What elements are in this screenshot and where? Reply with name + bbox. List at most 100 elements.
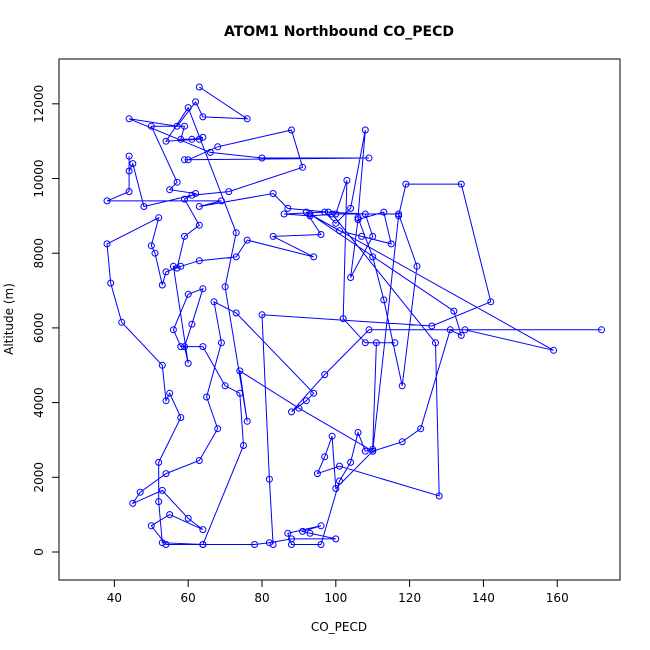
- data-point: [214, 143, 222, 151]
- data-point: [395, 210, 403, 218]
- x-tick-label: 160: [546, 591, 569, 605]
- data-point: [417, 425, 425, 433]
- data-point: [199, 343, 207, 351]
- data-point: [162, 541, 170, 548]
- y-tick-label: 8000: [32, 238, 46, 269]
- data-point: [369, 253, 377, 261]
- data-point: [199, 133, 207, 141]
- data-point: [258, 154, 266, 162]
- data-point: [181, 156, 188, 164]
- data-point: [199, 113, 207, 121]
- data-point: [169, 262, 177, 270]
- data-point: [217, 197, 225, 205]
- data-point: [125, 152, 133, 160]
- data-point: [240, 442, 247, 449]
- data-point: [354, 429, 362, 436]
- data-point: [103, 197, 111, 205]
- data-point: [310, 389, 318, 397]
- data-point: [195, 457, 203, 464]
- data-point: [332, 485, 340, 492]
- data-point: [269, 232, 277, 240]
- data-point: [188, 191, 196, 199]
- data-point: [550, 346, 558, 354]
- data-point: [177, 262, 185, 270]
- y-tick-label: 6000: [32, 313, 46, 344]
- data-point: [332, 210, 340, 218]
- x-axis-label: CO_PECD: [311, 620, 367, 634]
- data-point: [450, 307, 458, 315]
- data-point: [391, 339, 399, 347]
- data-point: [332, 219, 340, 227]
- data-point: [317, 231, 325, 238]
- data-point: [184, 359, 192, 367]
- data-point: [288, 126, 295, 134]
- data-point: [347, 204, 355, 212]
- data-point: [299, 163, 307, 171]
- data-point: [236, 389, 244, 397]
- x-tick-label: 140: [472, 591, 495, 605]
- data-point: [321, 371, 329, 379]
- data-point: [354, 214, 362, 222]
- data-point: [206, 148, 214, 156]
- data-point: [203, 393, 211, 401]
- data-point: [306, 210, 314, 218]
- data-point: [188, 135, 196, 143]
- data-point: [158, 539, 166, 547]
- data-point: [339, 315, 347, 323]
- data-point: [269, 190, 277, 197]
- data-point: [284, 529, 292, 537]
- data-point: [103, 240, 111, 248]
- data-point: [177, 414, 185, 421]
- data-point: [280, 210, 288, 218]
- data-point: [310, 253, 318, 261]
- data-point: [299, 527, 307, 535]
- data-point: [413, 262, 421, 270]
- data-point: [317, 541, 325, 548]
- data-point: [125, 115, 133, 123]
- data-point: [243, 236, 251, 244]
- data-point: [361, 447, 369, 455]
- data-point: [387, 240, 395, 248]
- data-point: [181, 343, 188, 351]
- data-point: [354, 216, 362, 224]
- data-point: [428, 322, 436, 330]
- data-point: [369, 447, 377, 455]
- data-point: [295, 404, 303, 412]
- x-tick-label: 40: [107, 591, 122, 605]
- data-point: [435, 492, 443, 500]
- x-tick-label: 120: [398, 591, 421, 605]
- data-point: [184, 104, 192, 112]
- data-point: [129, 160, 137, 168]
- data-point: [173, 264, 181, 272]
- data-point: [288, 541, 295, 548]
- y-tick-label: 0: [32, 548, 46, 556]
- data-point: [306, 529, 314, 537]
- data-point: [302, 208, 310, 216]
- data-point: [369, 232, 377, 240]
- data-point: [402, 180, 410, 188]
- data-point: [487, 298, 495, 306]
- data-point: [192, 98, 200, 106]
- data-point: [199, 526, 207, 534]
- data-point: [158, 281, 166, 289]
- data-point: [302, 397, 310, 405]
- data-point: [129, 499, 137, 507]
- data-point: [184, 156, 192, 164]
- data-point: [232, 309, 240, 317]
- data-point: [365, 154, 373, 162]
- data-point: [395, 212, 403, 220]
- data-point: [336, 477, 343, 485]
- data-point: [365, 326, 373, 334]
- data-point: [328, 210, 336, 218]
- data-point: [195, 83, 203, 91]
- data-point: [169, 326, 177, 334]
- data-point: [173, 122, 181, 130]
- x-tick-label: 80: [254, 591, 269, 605]
- data-point: [258, 311, 266, 319]
- data-point: [166, 389, 174, 397]
- data-point: [147, 122, 155, 130]
- y-tick-label: 10000: [32, 159, 46, 197]
- data-point: [166, 186, 174, 194]
- data-point: [398, 382, 406, 390]
